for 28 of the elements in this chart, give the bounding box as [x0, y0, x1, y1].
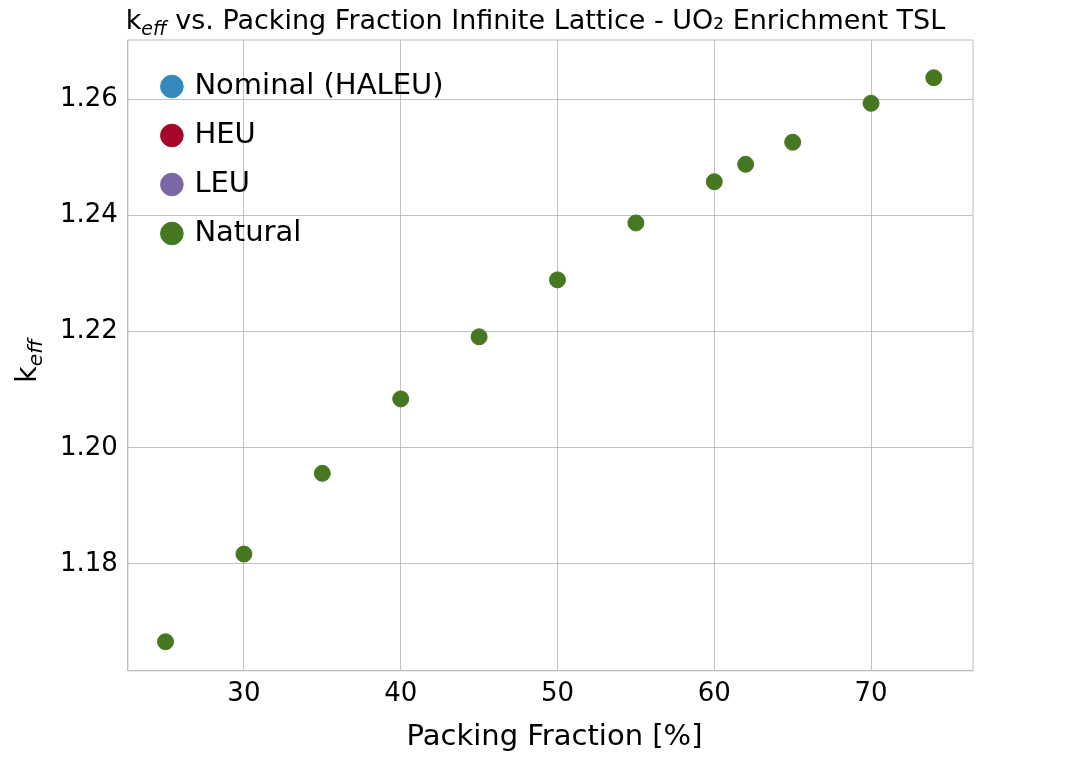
point [157, 633, 175, 651]
point [549, 271, 566, 289]
y-tick-label: 1.18 [60, 546, 118, 577]
y-tick-label: 1.26 [60, 82, 118, 112]
y-tick-label: 1.24 [60, 198, 118, 229]
x-tick-label: 40 [384, 677, 418, 708]
x-tick-label: 50 [540, 677, 575, 708]
point [392, 390, 410, 408]
point [313, 464, 331, 482]
point [235, 545, 253, 563]
x-tick-label: 70 [854, 677, 888, 708]
legend-label: HEU [194, 116, 256, 151]
legend-label: Nominal (HALEU) [194, 67, 444, 102]
y-tick-label: 1.20 [60, 430, 118, 461]
point [705, 173, 723, 191]
point [862, 94, 880, 112]
x-tick-label: 30 [227, 677, 261, 708]
point [470, 328, 488, 346]
x-tick-label: 60 [697, 677, 731, 708]
legend-label: LEU [194, 165, 251, 200]
point [627, 214, 645, 232]
y-tick-label: 1.22 [60, 314, 118, 345]
point [784, 133, 802, 151]
point [925, 69, 943, 87]
x-axis-title: Packing Fraction [%] [405, 718, 704, 752]
legend-label: Natural [194, 214, 302, 249]
point [737, 155, 755, 173]
chart-title: k$_{eff}$ vs. Packing Fraction Infinite Lattice - UO₂ Enrichment TSL [124, 4, 947, 40]
